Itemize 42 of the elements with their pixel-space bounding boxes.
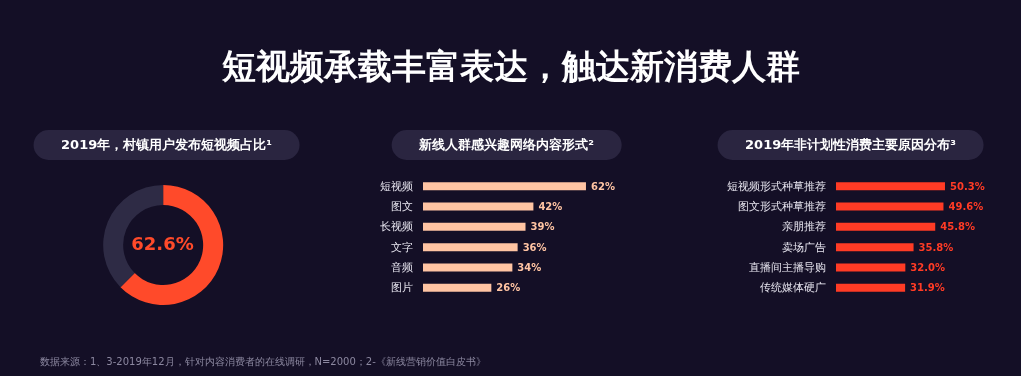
bar [836,263,906,272]
y-tick-label: 长视频 [380,220,413,234]
data-label: 39% [530,221,555,233]
bar [836,243,914,252]
data-label: 35.8% [918,241,954,253]
bar [423,182,586,191]
bar [836,283,906,292]
y-tick-label: 短视频 [380,179,413,193]
chart-title: 2019年非计划性消费主要原因分布³ [717,130,984,160]
bar [423,222,526,231]
data-label: 34% [517,262,542,273]
y-tick-label: 图文 [391,200,413,213]
data-label: 31.9% [910,282,945,294]
y-tick-label: 亲朋推荐 [782,220,826,234]
y-tick-label: 传统媒体硬广 [760,281,826,295]
chart-title: 2019年，村镇用户发布短视频占比¹ [33,130,300,160]
data-label: 26% [496,282,521,294]
source-note: 数据来源：1、3-2019年12月，针对内容消费者的在线调研，N=2000；2-《新线营销价值白皮书》 [40,355,486,369]
data-label: 42% [538,201,563,212]
data-label: 45.8% [940,221,975,233]
data-label: 50.3% [949,180,985,192]
y-tick-label: 直播间主播导购 [749,261,826,274]
y-tick-label: 卖场广告 [782,240,826,254]
chart-title: 新线人群感兴趣网络内容形式² [391,130,622,160]
text: 62.6% [130,233,195,254]
y-tick-label: 音频 [391,261,413,274]
bar [423,243,518,252]
y-tick-label: 图文形式种草推荐 [738,200,826,213]
bar [836,222,936,231]
bar [423,283,492,292]
data-label: 49.6% [948,201,984,212]
data-label: 32.0% [910,262,946,273]
data-label: 62% [590,180,615,192]
y-tick-label: 短视频形式种草推荐 [727,179,826,193]
y-tick-label: 图片 [391,281,413,295]
bar [423,202,534,211]
text: 短视频承载丰富表达，触达新消费人群 [220,45,801,88]
bar [836,182,945,191]
bar [423,263,513,272]
y-tick-label: 文字 [391,240,413,254]
bar [836,202,944,211]
data-label: 36% [522,241,547,253]
